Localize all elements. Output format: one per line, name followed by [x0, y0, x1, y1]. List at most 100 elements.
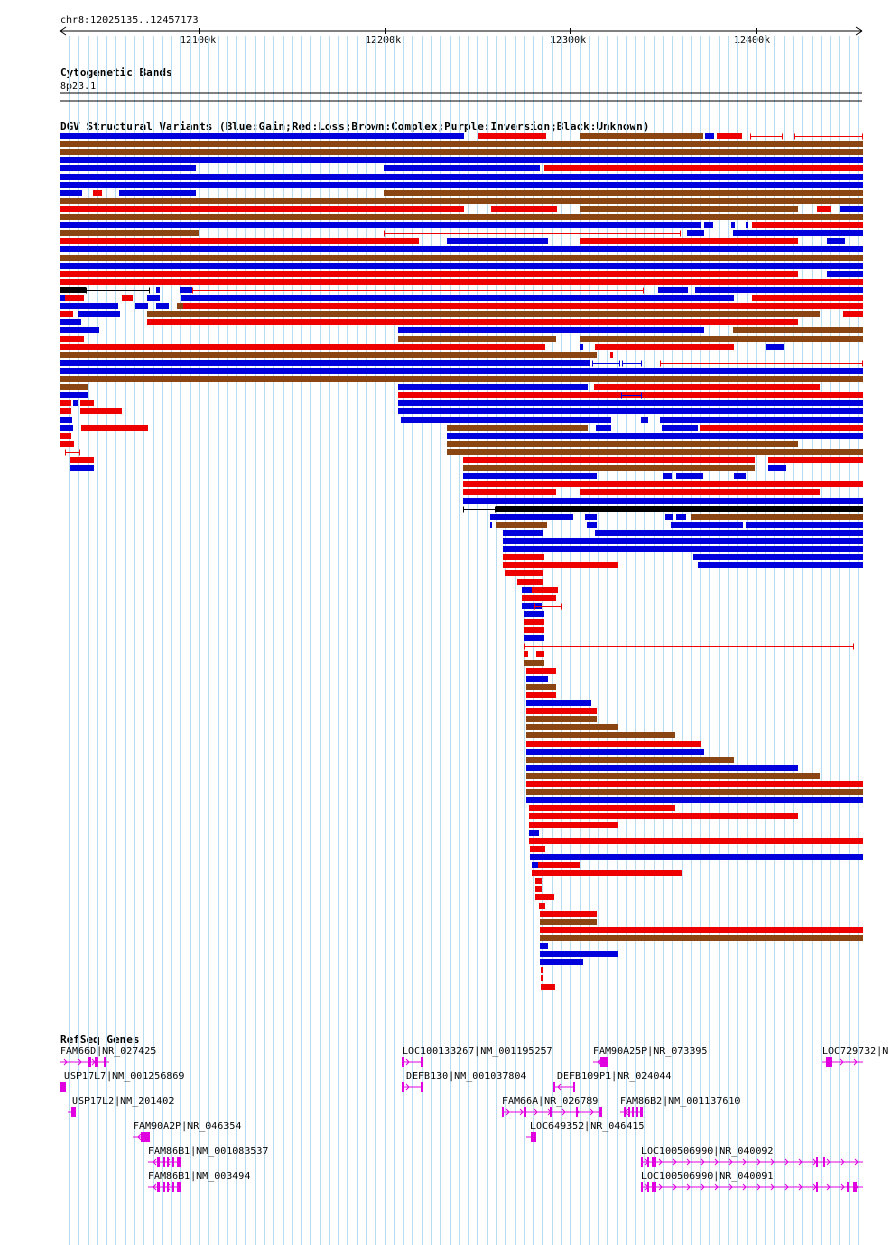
sv-feature[interactable]	[447, 441, 798, 447]
gene-exon[interactable]	[177, 1157, 181, 1167]
sv-feature[interactable]	[60, 368, 863, 374]
sv-feature[interactable]	[691, 514, 863, 520]
sv-feature[interactable]	[93, 190, 102, 196]
sv-feature[interactable]	[73, 400, 78, 406]
sv-feature[interactable]	[827, 271, 863, 277]
sv-feature[interactable]	[526, 732, 675, 738]
sv-feature[interactable]	[463, 498, 863, 504]
sv-feature[interactable]	[580, 489, 820, 495]
gene-label[interactable]: FAM66D|NR_027425	[60, 1046, 157, 1057]
gene-exon[interactable]	[641, 1157, 643, 1167]
sv-feature[interactable]	[596, 425, 611, 431]
sv-feature[interactable]	[704, 222, 713, 228]
sv-feature[interactable]	[540, 959, 583, 965]
sv-feature[interactable]	[60, 141, 863, 147]
gene-label[interactable]: LOC100506990|NR_040092	[641, 1146, 774, 1157]
gene-exon[interactable]	[826, 1057, 832, 1067]
sv-feature[interactable]	[496, 506, 863, 512]
sv-feature[interactable]	[587, 522, 597, 528]
sv-feature[interactable]	[717, 133, 742, 139]
sv-feature[interactable]	[463, 489, 556, 495]
sv-feature[interactable]	[60, 174, 863, 180]
sv-feature[interactable]	[524, 611, 544, 617]
sv-feature[interactable]	[526, 781, 863, 787]
sv-feature[interactable]	[705, 133, 714, 139]
sv-feature[interactable]	[526, 708, 597, 714]
sv-feature[interactable]	[60, 214, 863, 220]
gene-label[interactable]: USP17L7|NM_001256869	[64, 1071, 185, 1082]
gene-exon[interactable]	[167, 1182, 169, 1192]
sv-feature[interactable]	[60, 336, 84, 342]
sv-feature[interactable]	[540, 943, 548, 949]
sv-feature[interactable]	[60, 263, 863, 269]
sv-feature[interactable]	[817, 206, 831, 212]
sv-feature[interactable]	[768, 465, 786, 471]
sv-feature[interactable]	[526, 724, 618, 730]
sv-feature[interactable]	[594, 384, 820, 390]
sv-feature[interactable]	[81, 425, 148, 431]
gene-exon[interactable]	[628, 1107, 630, 1117]
sv-feature[interactable]	[60, 360, 590, 366]
sv-feature[interactable]	[529, 813, 798, 819]
sv-feature[interactable]	[540, 911, 597, 917]
gene-exon[interactable]	[157, 1182, 160, 1192]
sv-feature[interactable]	[60, 190, 82, 196]
gene-exon[interactable]	[847, 1182, 849, 1192]
sv-feature[interactable]	[827, 238, 845, 244]
sv-feature[interactable]	[526, 789, 863, 795]
gene-label[interactable]: DEFB130|NM_001037804	[406, 1071, 527, 1082]
sv-feature[interactable]	[398, 400, 863, 406]
sv-feature[interactable]	[478, 133, 546, 139]
sv-feature[interactable]	[532, 870, 682, 876]
sv-feature[interactable]	[60, 133, 464, 139]
gene-exon[interactable]	[402, 1057, 404, 1067]
gene-exon[interactable]	[421, 1057, 423, 1067]
sv-feature[interactable]	[60, 198, 863, 204]
sv-feature[interactable]	[60, 433, 71, 439]
gene-label[interactable]: FAM86B1|NM_003494	[148, 1171, 251, 1182]
gene-label[interactable]: FAM86B1|NM_001083537	[148, 1146, 269, 1157]
sv-feature[interactable]	[526, 741, 701, 747]
sv-feature[interactable]	[447, 238, 548, 244]
sv-feature[interactable]	[595, 344, 734, 350]
sv-feature[interactable]	[734, 473, 746, 479]
sv-feature[interactable]	[580, 206, 798, 212]
sv-feature[interactable]	[60, 165, 196, 171]
sv-feature[interactable]	[398, 336, 556, 342]
gene-exon[interactable]	[576, 1107, 578, 1117]
gene-exon[interactable]	[641, 1182, 643, 1192]
sv-feature[interactable]	[60, 392, 88, 398]
gene-exon[interactable]	[823, 1157, 825, 1167]
sv-feature[interactable]	[529, 805, 675, 811]
sv-feature[interactable]	[532, 587, 558, 593]
gene-label[interactable]: FAM66A|NR_026789	[502, 1096, 599, 1107]
sv-feature[interactable]	[530, 854, 863, 860]
gene-label[interactable]: FAM90A25P|NR_073395	[593, 1046, 708, 1057]
dgv-track-title[interactable]: DGV Structural Variants (Blue:Gain;Red:L…	[60, 120, 650, 133]
sv-feature[interactable]	[384, 190, 863, 196]
sv-feature[interactable]	[676, 473, 703, 479]
sv-feature[interactable]	[524, 619, 544, 625]
sv-feature[interactable]	[532, 862, 538, 868]
sv-feature[interactable]	[580, 133, 703, 139]
sv-feature[interactable]	[541, 984, 555, 990]
sv-feature[interactable]	[60, 303, 118, 309]
sv-feature[interactable]	[585, 514, 597, 520]
sv-feature[interactable]	[541, 975, 543, 981]
sv-feature[interactable]	[687, 230, 704, 236]
sv-feature[interactable]	[490, 514, 573, 520]
sv-feature[interactable]	[384, 165, 540, 171]
sv-feature[interactable]	[746, 522, 863, 528]
sv-feature[interactable]	[695, 287, 863, 293]
sv-feature[interactable]	[733, 230, 863, 236]
sv-feature[interactable]	[60, 149, 863, 155]
sv-feature[interactable]	[60, 319, 81, 325]
sv-feature[interactable]	[524, 651, 528, 657]
sv-feature[interactable]	[676, 514, 686, 520]
gene-label[interactable]: DEFB109P1|NR_024044	[557, 1071, 672, 1082]
gene-exon[interactable]	[550, 1107, 552, 1117]
sv-feature[interactable]	[526, 684, 556, 690]
gene-exon[interactable]	[573, 1082, 575, 1092]
cytoband-track-title[interactable]: Cytogenetic Bands	[60, 66, 173, 79]
